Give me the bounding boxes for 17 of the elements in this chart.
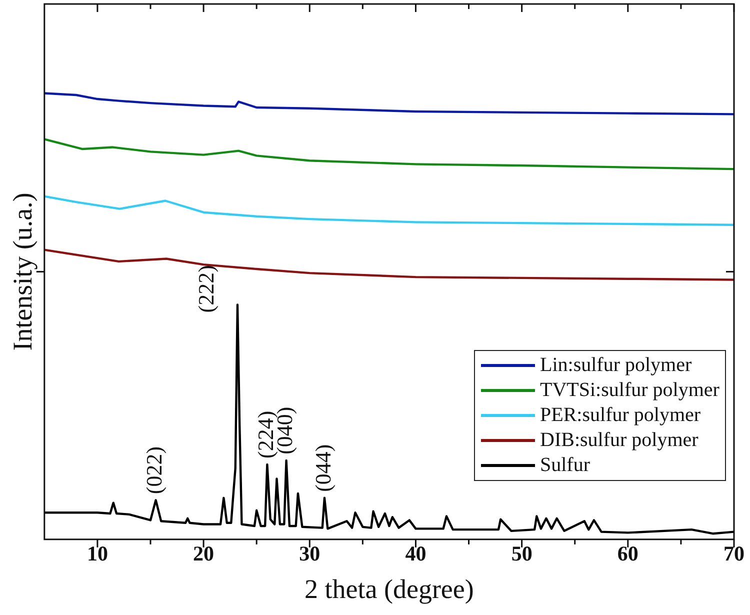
x-tick-label: 20: [193, 541, 214, 566]
x-tick-label: 50: [511, 541, 532, 566]
legend-label: Sulfur: [540, 453, 590, 478]
annotation: (222): [193, 265, 218, 313]
annotation: (022): [142, 446, 167, 494]
x-tick-label: 30: [299, 541, 320, 566]
legend-label: Lin:sulfur polymer: [540, 353, 692, 378]
x-axis-title: 2 theta (degree): [304, 574, 474, 604]
y-axis-title: Intensity (u.a.): [7, 192, 38, 351]
annotation: (044): [310, 444, 336, 492]
x-tick-label: 60: [617, 541, 638, 566]
x-tick-label: 10: [86, 541, 108, 566]
x-tick-label: 40: [405, 541, 426, 566]
x-tick-label: 70: [724, 541, 744, 566]
legend-label: DIB:sulfur polymer: [540, 428, 698, 454]
legend-label: PER:sulfur polymer: [540, 403, 701, 428]
legend-label: TVTSi:sulfur polymer: [540, 378, 720, 404]
